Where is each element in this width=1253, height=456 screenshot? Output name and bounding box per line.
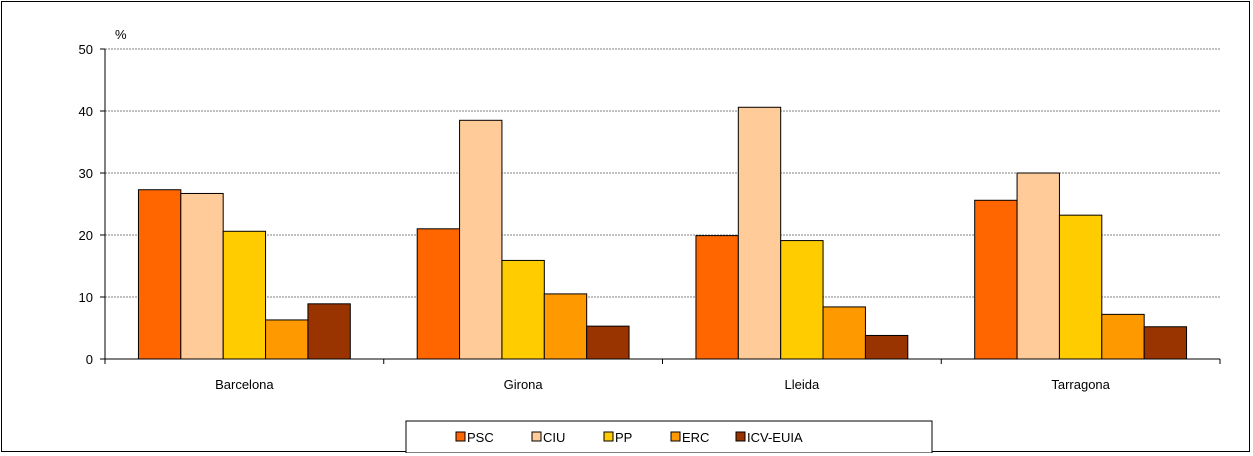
legend-swatch-pp bbox=[603, 431, 614, 442]
y-tick-label: 20 bbox=[79, 228, 93, 243]
legend-swatch-erc bbox=[670, 431, 681, 442]
bar-ciu-barcelona bbox=[180, 192, 224, 360]
bar-ciu-girona bbox=[459, 119, 503, 360]
legend-label-icv-euia: ICV-EUIA bbox=[747, 430, 803, 445]
y-axis-label: % bbox=[115, 27, 127, 42]
bar-icv-euia-girona bbox=[586, 325, 630, 360]
legend-box bbox=[405, 420, 933, 453]
bar-pp-tarragona bbox=[1058, 214, 1103, 360]
bar-psc-barcelona bbox=[137, 189, 182, 360]
bar-ciu-lleida bbox=[737, 106, 782, 360]
bar-icv-euia-tarragona bbox=[1143, 326, 1188, 360]
bar-psc-girona bbox=[416, 228, 461, 360]
bar-pp-barcelona bbox=[222, 230, 267, 360]
bar-erc-barcelona bbox=[265, 319, 309, 360]
bar-icv-euia-barcelona bbox=[307, 303, 351, 360]
bar-erc-tarragona bbox=[1101, 313, 1145, 360]
y-tick-label: 0 bbox=[86, 352, 93, 367]
y-tick-label: 30 bbox=[79, 166, 93, 181]
legend-label-pp: PP bbox=[615, 430, 632, 445]
y-tick-label: 50 bbox=[79, 42, 93, 57]
legend-label-psc: PSC bbox=[467, 430, 494, 445]
legend-swatch-ciu bbox=[531, 431, 542, 442]
bar-icv-euia-lleida bbox=[864, 334, 909, 360]
axis-labels: 0 10 20 30 40 50 Barcelona Girona Lleida Tarragon… bbox=[79, 42, 1111, 392]
bar-erc-lleida bbox=[822, 306, 866, 360]
x-tick-label: Lleida bbox=[785, 377, 820, 392]
legend-swatch-icv-euia bbox=[735, 431, 746, 442]
legend-label-ciu: CIU bbox=[543, 430, 565, 445]
x-tick-label: Tarragona bbox=[1051, 377, 1110, 392]
y-tick-label: 10 bbox=[79, 290, 93, 305]
bar-erc-girona bbox=[543, 293, 588, 360]
bar-pp-girona bbox=[501, 259, 545, 360]
legend-swatch-psc bbox=[455, 431, 466, 442]
legend: PSC CIU PP ERC ICV-EUIA bbox=[405, 420, 933, 453]
x-tick-label: Barcelona bbox=[215, 377, 274, 392]
bar-psc-lleida bbox=[695, 235, 739, 360]
x-tick-label: Girona bbox=[504, 377, 544, 392]
bar-pp-lleida bbox=[780, 240, 824, 360]
legend-label-erc: ERC bbox=[682, 430, 709, 445]
bar-psc-tarragona bbox=[974, 199, 1018, 360]
y-tick-label: 40 bbox=[79, 104, 93, 119]
bar-ciu-tarragona bbox=[1016, 172, 1060, 360]
bars bbox=[137, 106, 1188, 360]
